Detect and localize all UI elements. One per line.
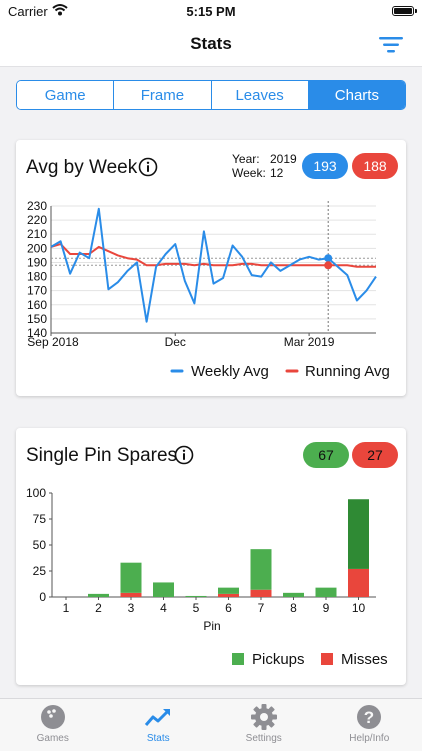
segment-frame[interactable]: Frame <box>114 81 211 109</box>
y-tick-label: 0 <box>39 590 46 604</box>
y-tick-label: 190 <box>27 255 47 269</box>
x-tick-label: 4 <box>160 601 167 615</box>
legend-misses-swatch <box>321 653 333 665</box>
weekly-avg-marker <box>324 254 332 262</box>
pickups-bar <box>88 594 109 597</box>
x-tick-label: 8 <box>290 601 297 615</box>
battery-icon <box>392 6 414 16</box>
legend-running-label: Running Avg <box>305 363 390 380</box>
pickups-bar <box>251 549 272 590</box>
tab-help[interactable]: ? Help/Info <box>317 699 422 751</box>
x-tick-label: 2 <box>95 601 102 615</box>
y-tick-label: 220 <box>27 213 47 227</box>
pickups-bar <box>218 588 239 594</box>
y-tick-label: 180 <box>27 270 47 284</box>
misses-bar <box>251 590 272 597</box>
segment-game[interactable]: Game <box>17 81 114 109</box>
y-tick-label: 200 <box>27 241 47 255</box>
tab-games[interactable]: Games <box>0 699 106 751</box>
y-tick-label: 150 <box>27 312 47 326</box>
status-time: 5:15 PM <box>0 4 422 19</box>
svg-text:?: ? <box>364 708 374 727</box>
tab-stats-label: Stats <box>147 733 170 744</box>
y-tick-label: 100 <box>26 486 46 500</box>
help-icon: ? <box>354 703 384 731</box>
segmented-control: Game Frame Leaves Charts <box>16 80 406 110</box>
y-tick-label: 210 <box>27 227 47 241</box>
trend-chart-icon <box>143 703 173 731</box>
y-tick-label: 75 <box>33 512 47 526</box>
misses-bar <box>218 594 239 597</box>
misses-bar <box>121 593 142 597</box>
avg-by-week-card: Avg by Week Year: 2019 Week: 12 193 188 … <box>16 140 406 396</box>
x-tick-label: 9 <box>323 601 330 615</box>
status-bar: Carrier 5:15 PM <box>0 0 422 24</box>
x-axis-label: Pin <box>203 619 220 633</box>
pickups-bar <box>186 596 207 597</box>
x-tick-label: Mar 2019 <box>284 335 335 349</box>
x-tick-label: Dec <box>165 335 186 349</box>
misses-bar <box>348 569 369 597</box>
x-tick-label: Sep 2018 <box>27 335 79 349</box>
gear-icon <box>249 703 279 731</box>
bowling-ball-icon <box>38 703 68 731</box>
tab-games-label: Games <box>37 733 69 744</box>
pickups-bar <box>283 593 304 597</box>
tab-stats[interactable]: Stats <box>106 699 212 751</box>
x-tick-label: 6 <box>225 601 232 615</box>
tab-settings-label: Settings <box>246 733 282 744</box>
pickups-bar <box>348 499 369 569</box>
y-tick-label: 230 <box>27 199 47 213</box>
x-tick-label: 5 <box>193 601 200 615</box>
segment-charts[interactable]: Charts <box>309 81 405 109</box>
tab-bar: Games Stats Settings ? Help/Info <box>0 698 422 751</box>
tab-settings[interactable]: Settings <box>211 699 317 751</box>
tab-help-label: Help/Info <box>349 733 389 744</box>
legend-pickups-swatch <box>232 653 244 665</box>
running-avg-marker <box>324 261 332 269</box>
legend-misses-label: Misses <box>341 651 388 668</box>
pickups-bar <box>316 588 337 597</box>
x-tick-label: 1 <box>63 601 70 615</box>
segment-leaves[interactable]: Leaves <box>212 81 309 109</box>
x-tick-label: 10 <box>352 601 366 615</box>
legend-weekly-label: Weekly Avg <box>191 363 269 380</box>
y-tick-label: 50 <box>33 538 47 552</box>
page-title: Stats <box>0 34 422 54</box>
x-tick-label: 7 <box>258 601 265 615</box>
x-tick-label: 3 <box>128 601 135 615</box>
y-tick-label: 25 <box>33 564 47 578</box>
legend-pickups-label: Pickups <box>252 651 305 668</box>
pickups-bar <box>121 563 142 593</box>
pickups-bar <box>153 582 174 597</box>
filter-icon[interactable] <box>378 32 404 58</box>
y-tick-label: 170 <box>27 284 47 298</box>
spares-bar-chart: 0 25 50 75 100 1 2 3 4 5 6 7 8 9 10 Pin Pickups Misses <box>16 428 406 685</box>
navigation-bar: Stats <box>0 24 422 67</box>
y-tick-label: 160 <box>27 298 47 312</box>
